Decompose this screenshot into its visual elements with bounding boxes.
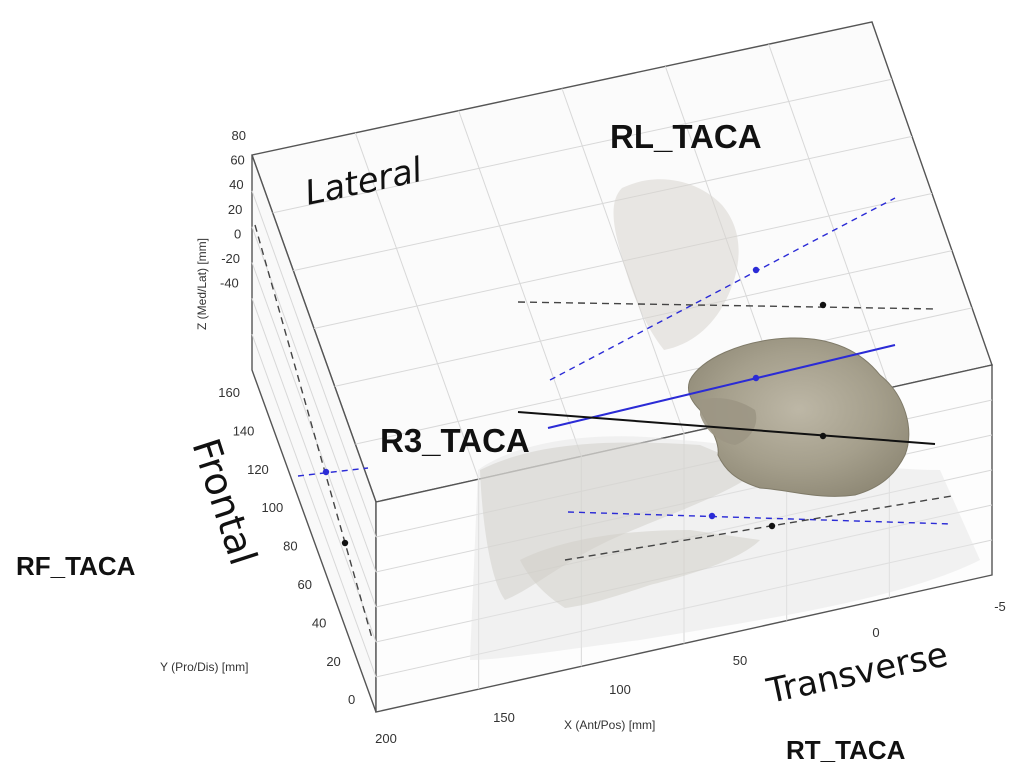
y-tick-label: 140	[233, 423, 255, 438]
tibia-ghost	[613, 179, 739, 350]
y-tick-label: 120	[247, 462, 269, 477]
phalanges-ghost	[520, 530, 760, 608]
rt-talocalcaneal-axis-point	[768, 522, 776, 530]
r3-talocalcaneal-axis	[517, 411, 936, 445]
rt-talocalcaneal-axis	[564, 495, 953, 561]
z-tick-label: 60	[230, 153, 244, 168]
y-tick-label: 60	[298, 577, 312, 592]
y-axis-ticks: 160 140 120 100 80 60 40 20 0	[218, 385, 355, 707]
foot-skeleton	[470, 179, 980, 660]
rf-taca-label: RF_TACA	[16, 551, 136, 581]
x-axis-ticks: 200 150 100 50 0 -5	[375, 599, 1006, 746]
z-tick-label: 80	[232, 128, 246, 143]
rf-tibial-axis-point	[322, 468, 330, 476]
rf-talocalcaneal-axis-point	[341, 539, 349, 547]
rl-tibial-axis-point	[752, 266, 760, 274]
y-axis-label: Y (Pro/Dis) [mm]	[160, 660, 248, 674]
rt-taca-label: RT_TACA	[786, 735, 906, 765]
grid-line	[251, 333, 377, 678]
r3-tibial-axis-point	[752, 374, 760, 382]
r3-taca-label: R3_TACA	[380, 422, 530, 459]
grid-line	[768, 44, 890, 388]
y-tick-label: 160	[218, 385, 240, 400]
y-tick-label: 80	[283, 539, 297, 554]
rl-talocalcaneal-axis	[517, 301, 937, 310]
r3-talocalcaneal-axis-point	[819, 432, 827, 440]
y-tick-label: 100	[261, 500, 283, 515]
rl-taca-label: RL_TACA	[610, 118, 762, 155]
x-tick-label: 50	[733, 653, 747, 668]
grid-line	[251, 298, 377, 643]
z-axis-ticks: 80 60 40 20 0 -20 -40	[220, 128, 246, 291]
rf-tibial-axis	[297, 467, 369, 477]
z-axis-label: Z (Med/Lat) [mm]	[195, 238, 209, 330]
y-tick-label: 0	[348, 692, 355, 707]
r3-tibial-axis	[547, 344, 896, 429]
axis-lines	[254, 197, 953, 639]
grid-line	[251, 190, 377, 538]
x-tick-label: 150	[493, 710, 515, 725]
x-tick-label: 100	[609, 682, 631, 697]
z-tick-label: 40	[229, 177, 243, 192]
rl-talocalcaneal-axis-point	[819, 301, 827, 309]
x-axis-label: X (Ant/Pos) [mm]	[564, 718, 655, 732]
frontal-plane-label: Frontal	[183, 433, 265, 570]
z-tick-label: -40	[220, 276, 239, 291]
z-tick-label: -20	[221, 251, 240, 266]
z-tick-label: 20	[228, 202, 242, 217]
x-tick-label: -5	[994, 599, 1006, 614]
transverse-plane-label: Transverse	[763, 635, 952, 712]
x-tick-label: 200	[375, 731, 397, 746]
navicular-bone	[700, 398, 757, 445]
y-tick-label: 20	[326, 654, 340, 669]
y-tick-label: 40	[312, 615, 326, 630]
x-tick-label: 0	[872, 625, 879, 640]
rt-tibial-axis-point	[708, 512, 716, 520]
z-tick-label: 0	[234, 226, 241, 241]
rt-tibial-axis	[567, 511, 953, 525]
grid-line	[251, 226, 377, 573]
